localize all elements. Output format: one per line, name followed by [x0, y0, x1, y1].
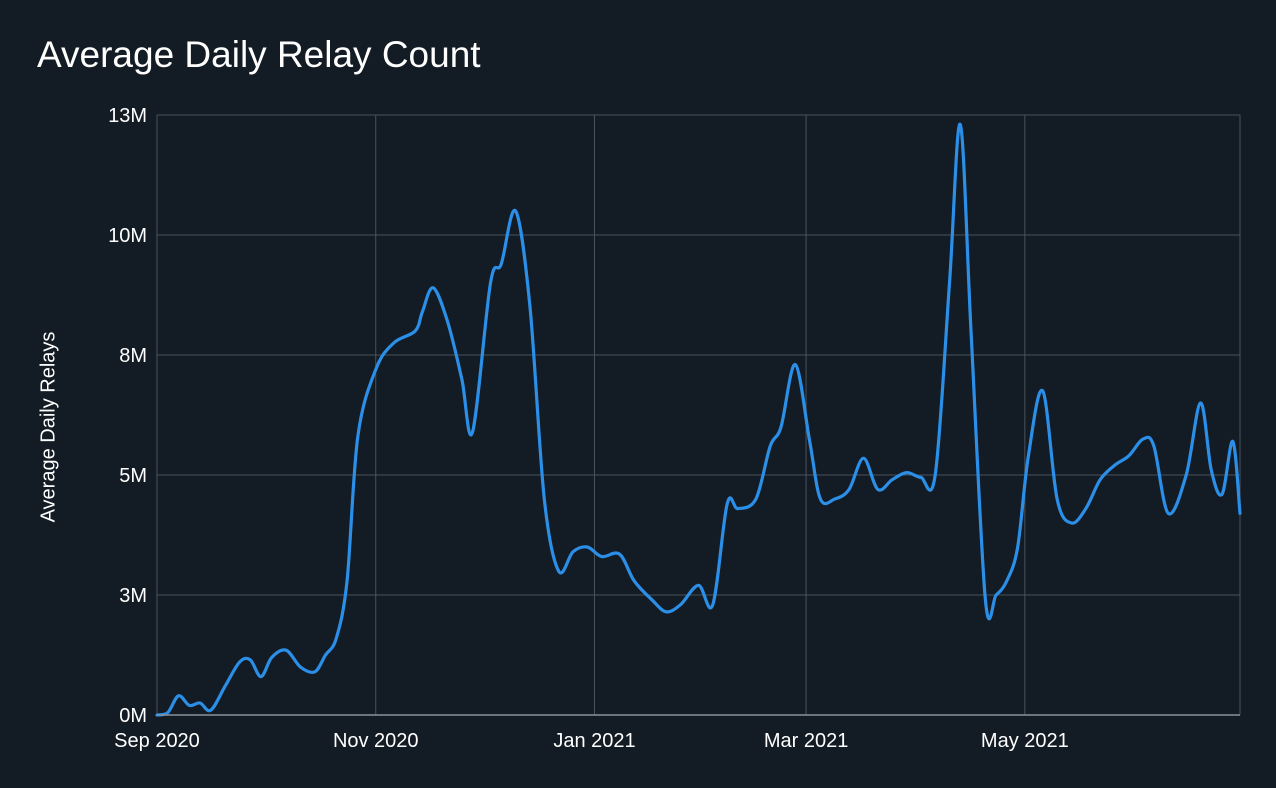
chart-title: Average Daily Relay Count — [37, 34, 481, 75]
y-tick-label: 5M — [119, 465, 147, 487]
y-tick-label: 0M — [119, 705, 147, 727]
y-axis-ticks: 0M 3M 5M 8M 10M 13M — [108, 105, 147, 727]
series-line — [155, 122, 1242, 717]
x-tick-label: Nov 2020 — [333, 730, 419, 752]
x-tick-label: Jan 2021 — [553, 730, 635, 752]
x-tick-label: Sep 2020 — [114, 730, 200, 752]
series-group — [155, 122, 1242, 717]
x-axis-ticks: Sep 2020 Nov 2020 Jan 2021 Mar 2021 May 2021 — [114, 730, 1069, 752]
grid — [156, 114, 1241, 716]
y-tick-label: 8M — [119, 345, 147, 367]
x-tick-label: Mar 2021 — [764, 730, 849, 752]
y-tick-label: 3M — [119, 585, 147, 607]
y-tick-label: 13M — [108, 105, 147, 127]
y-tick-label: 10M — [108, 225, 147, 247]
x-tick-label: May 2021 — [981, 730, 1069, 752]
